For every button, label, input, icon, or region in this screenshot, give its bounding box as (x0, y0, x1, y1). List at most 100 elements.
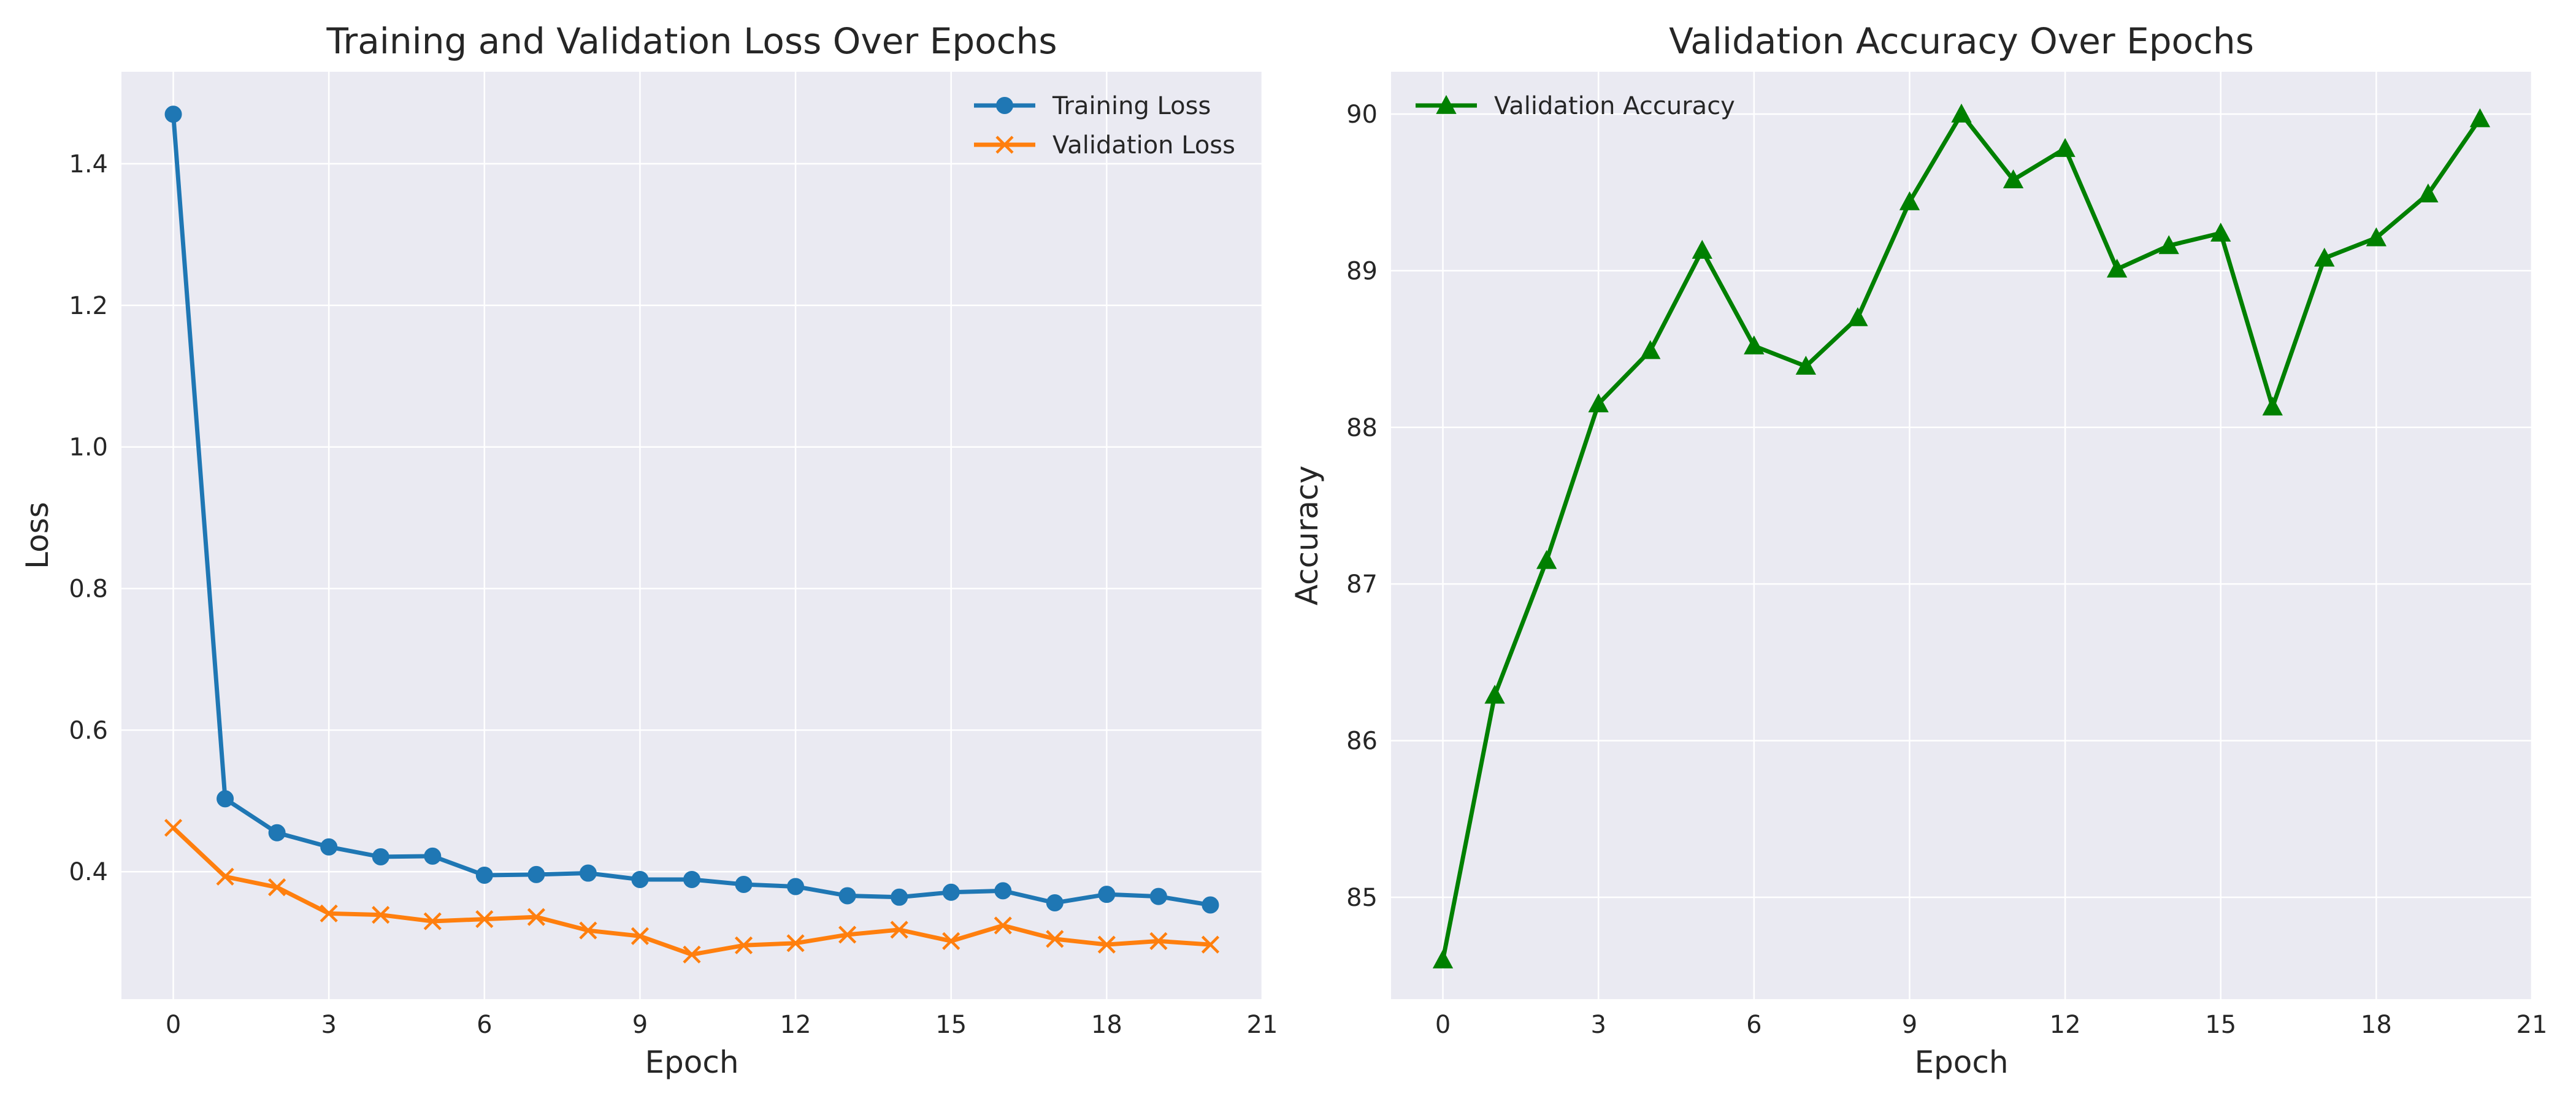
data-point (2366, 227, 2387, 247)
y-tick-label: 86 (1346, 727, 1378, 756)
legend-label: Validation Loss (1052, 131, 1235, 159)
data-point (423, 912, 442, 930)
x-tick-label: 12 (780, 1011, 811, 1039)
chart-title: Validation Accuracy Over Epochs (1669, 20, 2254, 62)
data-point (1692, 240, 1712, 259)
series-validation-loss (164, 819, 1220, 964)
data-point (164, 105, 182, 123)
data-point (475, 910, 494, 929)
data-point (1149, 887, 1167, 905)
legend-label: Validation Accuracy (1494, 92, 1735, 120)
data-point (1744, 335, 1765, 355)
data-point (579, 921, 597, 940)
chart-1: 0 3 6 9 12 15 18 21 0.4 0.6 0.8 1.0 1.2 1.4 Training a… (20, 20, 1278, 1080)
data-point (372, 906, 390, 924)
chart-title: Training and Validation Loss Over Epochs (326, 20, 1057, 62)
data-point (1951, 103, 1972, 123)
data-point (164, 819, 183, 837)
chart-2: 0 3 6 9 12 15 18 21 85 86 87 88 89 90 Validation Accur… (1289, 20, 2547, 1080)
data-point (1098, 886, 1116, 903)
data-point (579, 864, 597, 882)
x-tick-label: 21 (2517, 1011, 2548, 1039)
y-tick-label: 89 (1346, 257, 1378, 285)
data-point (2003, 169, 2024, 188)
x-tick-label: 15 (2205, 1011, 2236, 1039)
data-point (683, 870, 700, 888)
legend: Training Loss Validation Loss (974, 92, 1235, 159)
data-point (994, 916, 1012, 935)
data-point (994, 882, 1012, 900)
data-point (1046, 930, 1064, 948)
data-point (2314, 247, 2335, 267)
legend-item-validation-accuracy: Validation Accuracy (1416, 92, 1735, 120)
y-tick-label: 87 (1346, 570, 1378, 599)
data-point (320, 838, 338, 856)
y-tick-label: 90 (1346, 101, 1378, 129)
data-point (1640, 340, 1661, 359)
data-point (1097, 935, 1116, 954)
legend-item-validation-loss: Validation Loss (974, 131, 1235, 159)
y-tick-label: 0.8 (69, 575, 108, 604)
legend-marker (995, 136, 1014, 154)
series-training-loss (164, 105, 1219, 914)
y-axis-label: Accuracy (1289, 466, 1325, 605)
x-tick-labels: 0 3 6 9 12 15 18 21 (1435, 1011, 2548, 1039)
data-point (942, 932, 960, 950)
data-point (2262, 396, 2283, 416)
data-point (631, 927, 650, 945)
x-tick-label: 9 (632, 1011, 648, 1039)
x-tick-label: 6 (1746, 1011, 1761, 1039)
data-point (631, 870, 649, 888)
data-point (1588, 393, 1609, 413)
data-point (1432, 949, 1454, 968)
data-point (838, 887, 856, 905)
x-tick-label: 18 (1091, 1011, 1122, 1039)
data-point (1899, 191, 1920, 210)
data-point (372, 848, 389, 866)
data-point (838, 926, 857, 944)
y-tick-label: 1.2 (69, 292, 108, 320)
data-point (2106, 258, 2128, 278)
y-tick-label: 0.6 (69, 716, 108, 745)
data-point (216, 867, 234, 886)
data-point (891, 888, 908, 906)
x-tick-label: 15 (935, 1011, 967, 1039)
data-point (2469, 108, 2491, 128)
legend-item-training-loss: Training Loss (974, 92, 1211, 120)
data-point (268, 878, 286, 897)
x-tick-label: 6 (477, 1011, 492, 1039)
data-point (683, 945, 701, 964)
data-point (320, 904, 338, 922)
x-tick-label: 3 (1590, 1011, 1606, 1039)
data-point (268, 824, 286, 841)
legend-marker (1436, 94, 1457, 114)
data-point (1536, 550, 1557, 569)
y-tick-label: 1.4 (69, 150, 108, 178)
y-tick-labels: 85 86 87 88 89 90 (1346, 101, 1378, 912)
data-point (2418, 183, 2439, 202)
x-tick-label: 0 (166, 1011, 181, 1039)
y-tick-label: 85 (1346, 884, 1378, 912)
data-point (527, 865, 545, 883)
data-point (1202, 896, 1219, 914)
data-point (2055, 138, 2076, 157)
data-point (1149, 932, 1168, 950)
legend: Validation Accuracy (1416, 92, 1735, 120)
data-point (1201, 935, 1220, 954)
data-point (475, 867, 493, 884)
legend-label: Training Loss (1052, 92, 1211, 120)
x-tick-label: 21 (1247, 1011, 1278, 1039)
y-axis-label: Loss (20, 502, 55, 569)
data-point (786, 934, 805, 953)
gridlines (1391, 72, 2533, 999)
data-point (217, 790, 234, 808)
data-point (942, 883, 960, 901)
gridlines (121, 72, 1263, 999)
y-tick-label: 0.4 (69, 858, 108, 886)
x-tick-label: 9 (1902, 1011, 1917, 1039)
data-point (1847, 307, 1868, 326)
data-point (527, 908, 545, 926)
data-point (2158, 235, 2179, 255)
x-axis-label: Epoch (1914, 1045, 2008, 1080)
